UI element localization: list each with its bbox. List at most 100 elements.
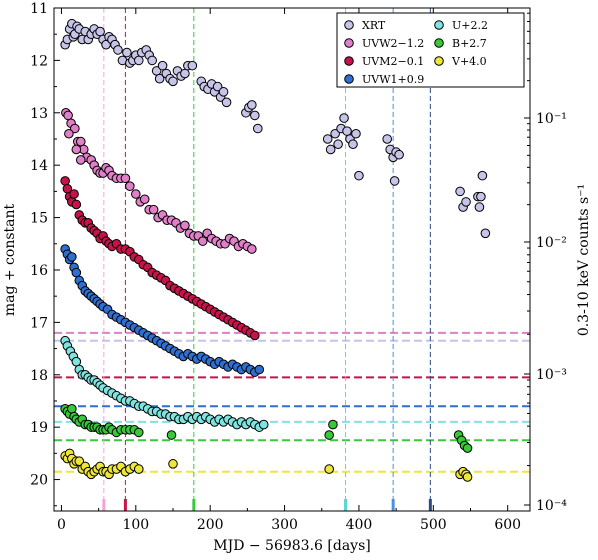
point-s0-26: [133, 55, 144, 66]
point-s3-49: [254, 364, 265, 375]
point-s0-65: [351, 128, 361, 139]
point-s1-3: [70, 123, 80, 134]
x-tick-label-1: 100: [122, 517, 149, 533]
point-s1-46: [247, 244, 257, 254]
data-points: [60, 18, 491, 482]
point-s0-20: [113, 45, 123, 55]
point-s5-24: [166, 430, 177, 440]
point-s6-24: [168, 459, 178, 469]
legend-marker-3: [344, 74, 354, 84]
point-s0-22: [122, 47, 132, 58]
y-tick-label-6: 17: [30, 315, 48, 331]
y-tick-label-0: 11: [30, 1, 48, 17]
point-s0-50: [221, 97, 232, 108]
x-axis-ticks: 0 100 200 300 400 500 600: [57, 8, 521, 533]
point-s3-3: [67, 252, 77, 262]
x-tick-label-4: 400: [346, 517, 373, 533]
y-tick-label-3: 14: [30, 158, 48, 174]
point-s2-4: [69, 189, 79, 199]
point-s0-32: [154, 73, 165, 84]
point-s0-33: [157, 60, 168, 71]
r-tick-label-1: 10⁻²: [536, 235, 567, 251]
x-tick-label-3: 300: [271, 517, 298, 533]
point-s4-4: [71, 356, 82, 367]
y-tick-label-4: 15: [30, 211, 48, 227]
y-tick-label-2: 13: [30, 106, 48, 122]
point-s0-78: [476, 191, 486, 202]
y-tick-label-8: 19: [30, 420, 48, 436]
point-s0-75: [461, 197, 471, 207]
point-s1-22: [139, 194, 150, 205]
point-s0-72: [394, 149, 404, 160]
point-s4-49: [258, 419, 269, 430]
r-tick-label-3: 10⁻⁴: [536, 498, 567, 514]
x-tick-label-2: 200: [197, 517, 224, 533]
x-tick-label-5: 500: [420, 517, 447, 533]
point-s0-14: [95, 26, 105, 37]
point-s1-20: [131, 189, 141, 199]
point-s0-54: [250, 110, 260, 121]
point-s0-61: [339, 113, 349, 123]
point-s1-47: [64, 128, 74, 139]
point-s5-23: [133, 427, 144, 438]
point-s0-49: [218, 87, 229, 97]
legend-label-1: UVW2−1.2: [362, 37, 424, 50]
r-tick-label-0: 10⁻¹: [536, 111, 567, 127]
y-right-axis-label: 0.3-10 keV counts s⁻¹: [576, 184, 592, 336]
legend-marker-5: [434, 38, 444, 48]
point-s0-59: [333, 139, 343, 150]
y-tick-label-9: 20: [30, 473, 48, 489]
point-s0-58: [330, 128, 340, 139]
point-s1-31: [180, 220, 190, 231]
legend-label-2: UVM2−0.1: [362, 55, 424, 68]
legend-marker-4: [434, 20, 444, 30]
point-s5-26: [328, 419, 338, 430]
legend-marker-6: [434, 56, 444, 66]
point-s2-5: [71, 199, 82, 210]
point-s6-25: [324, 464, 334, 474]
point-s0-64: [348, 139, 358, 150]
legend: XRT UVW2−1.2 UVM2−0.1 UVW1+0.9 U+2.2 B+2.7 V+4…: [336, 12, 525, 88]
point-s0-47: [212, 81, 223, 92]
point-s3-5: [71, 267, 82, 278]
point-s0-56: [322, 134, 333, 144]
point-s0-36: [168, 76, 178, 87]
point-s6-29: [462, 472, 473, 482]
legend-marker-2: [344, 56, 354, 66]
point-s1-48: [71, 144, 82, 155]
point-s1-19: [125, 181, 135, 191]
point-s2-0: [60, 176, 70, 186]
point-s0-53: [247, 100, 257, 110]
x-axis-label: MJD − 56983.6 [days]: [213, 538, 370, 554]
point-s0-62: [342, 126, 352, 136]
point-s0-55: [252, 123, 263, 134]
legend-label-0: XRT: [362, 19, 386, 32]
legend-label-3: UVW1+0.9: [362, 73, 424, 86]
x-tick-label-6: 600: [494, 517, 521, 533]
point-s2-49: [250, 330, 260, 341]
y-left-axis-label: mag + constant: [2, 203, 18, 316]
y-right-axis-ticks: 10⁻¹ 10⁻² 10⁻³ 10⁻⁴: [524, 12, 567, 514]
x-tick-label-0: 0: [57, 517, 66, 533]
point-s0-73: [455, 186, 465, 197]
y-tick-label-5: 16: [30, 263, 48, 279]
point-s5-25: [324, 430, 334, 440]
point-s5-30: [462, 443, 473, 453]
r-tick-label-2: 10⁻³: [536, 367, 567, 383]
point-s1-49: [75, 155, 86, 165]
point-s0-66: [354, 170, 364, 181]
point-s5-3: [67, 404, 77, 414]
point-s1-24: [148, 204, 159, 215]
legend-marker-0: [344, 20, 354, 30]
point-s6-23: [133, 464, 144, 474]
y-tick-label-1: 12: [30, 53, 48, 69]
point-s0-57: [325, 144, 336, 155]
point-s0-77: [474, 202, 485, 212]
point-s1-35: [197, 236, 208, 246]
point-s0-67: [382, 134, 393, 144]
point-s1-18: [120, 173, 131, 184]
point-s0-39: [180, 68, 190, 79]
point-s1-5: [75, 136, 86, 147]
point-s0-80: [480, 228, 491, 239]
